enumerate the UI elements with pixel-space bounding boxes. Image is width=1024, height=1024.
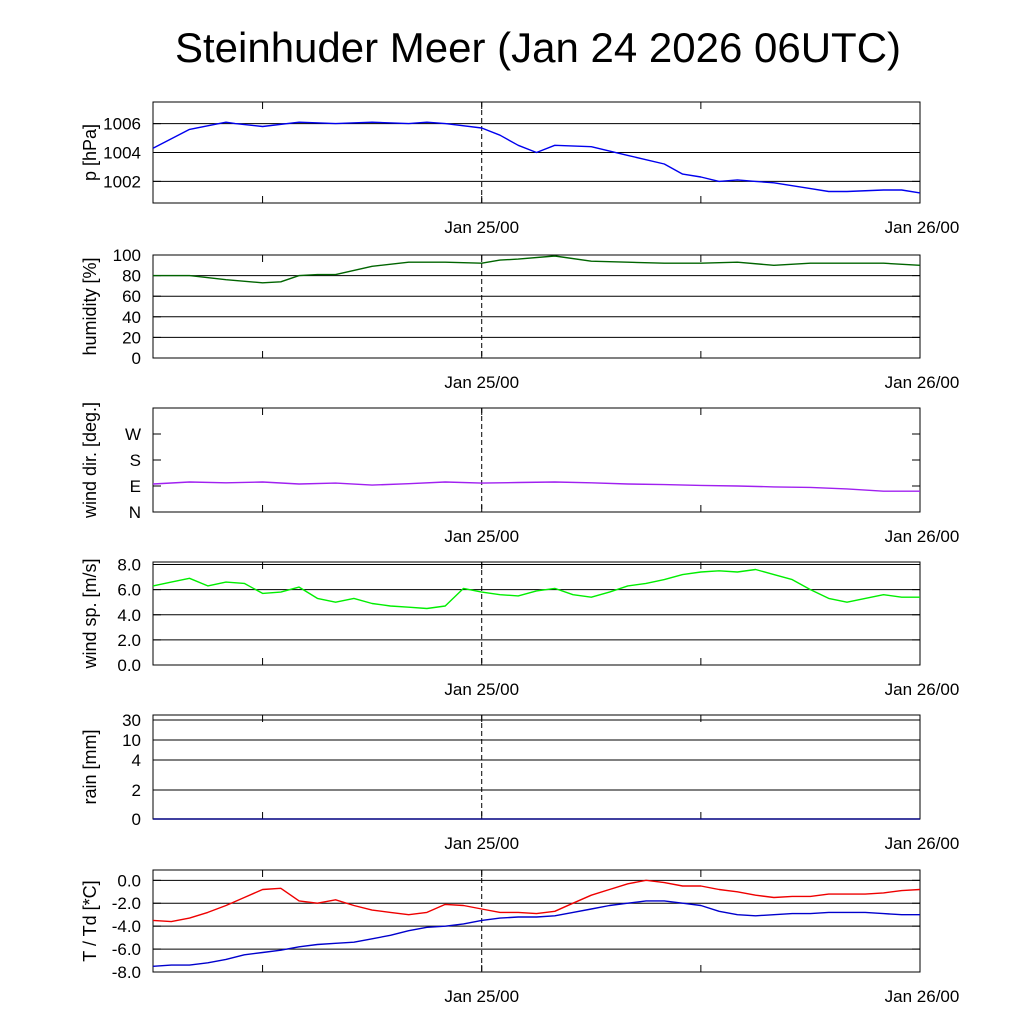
y-tick-label: 30 [122, 711, 141, 730]
panel-pressure: 1002 1004 1006 Jan 25/00 Jan 26/00 p [hPa] [80, 101, 960, 237]
y-tick-label: 2 [132, 781, 141, 800]
y-tick-label: 0.0 [117, 656, 141, 675]
x-tick-label: Jan 25/00 [444, 987, 519, 1006]
y-tick-label: E [130, 477, 141, 496]
x-tick-label: Jan 26/00 [885, 218, 960, 237]
y-axis-label: humidity [%] [80, 257, 100, 355]
x-tick-label: Jan 26/00 [885, 680, 960, 699]
series-line-temperature-1 [152, 900, 920, 967]
y-axis-label: p [hPa] [80, 124, 100, 181]
y-tick-label: -6.0 [112, 940, 141, 959]
y-tick-label: 0 [132, 349, 141, 368]
y-tick-label: 1006 [103, 115, 141, 134]
y-tick-label: 1004 [103, 144, 141, 163]
x-tick-label: Jan 25/00 [444, 373, 519, 392]
y-tick-label: -8.0 [112, 963, 141, 982]
y-tick-label: 6.0 [117, 581, 141, 600]
y-axis-label: T / Td [*C] [80, 880, 100, 961]
y-tick-label: 2.0 [117, 631, 141, 650]
y-axis-label: wind sp. [m/s] [80, 558, 100, 669]
x-tick-label: Jan 25/00 [444, 834, 519, 853]
y-tick-label: -4.0 [112, 917, 141, 936]
y-tick-label: 20 [122, 328, 141, 347]
y-tick-label: S [130, 451, 141, 470]
x-tick-label: Jan 25/00 [444, 218, 519, 237]
plot-frame [152, 407, 921, 513]
y-tick-label: 0.0 [117, 871, 141, 890]
y-tick-label: 10 [122, 731, 141, 750]
plot-frame [152, 714, 921, 820]
y-tick-label: 1002 [103, 172, 141, 191]
x-tick-label: Jan 26/00 [885, 987, 960, 1006]
y-tick-label: 100 [113, 246, 141, 265]
y-tick-label: 0 [132, 810, 141, 829]
x-tick-label: Jan 25/00 [444, 527, 519, 546]
y-tick-label: 40 [122, 308, 141, 327]
y-axis-label: wind dir. [deg.] [80, 402, 100, 519]
y-tick-label: 4.0 [117, 606, 141, 625]
series-line-wind-direction-0 [152, 481, 920, 492]
y-tick-label: -2.0 [112, 894, 141, 913]
series-line-wind-speed-0 [152, 568, 920, 610]
x-tick-label: Jan 25/00 [444, 680, 519, 699]
y-axis-label: rain [mm] [80, 729, 100, 804]
y-tick-label: 60 [122, 287, 141, 306]
x-tick-label: Jan 26/00 [885, 373, 960, 392]
y-tick-label: W [125, 425, 141, 444]
series-line-pressure-0 [152, 121, 921, 194]
y-tick-label: 8.0 [117, 556, 141, 575]
y-tick-label: 4 [132, 751, 141, 770]
plot-frame [152, 561, 921, 666]
plot-frame [152, 869, 921, 973]
panel-temperature: -8.0 -6.0 -4.0 -2.0 0.0 Jan 25/00 Jan 26/00 T /… [80, 869, 960, 1006]
x-tick-label: Jan 26/00 [885, 834, 960, 853]
y-tick-label: N [129, 503, 141, 522]
y-tick-label: 80 [122, 267, 141, 286]
x-tick-label: Jan 26/00 [885, 527, 960, 546]
chart-title: Steinhuder Meer (Jan 24 2026 06UTC) [174, 24, 902, 71]
series-line-humidity-0 [153, 255, 921, 284]
panel-wind-speed: 0.0 2.0 4.0 6.0 8.0 Jan 25/00 Jan 26/00 wind sp… [80, 556, 959, 699]
series-line-temperature-0 [152, 879, 921, 923]
plot-frame [152, 254, 921, 359]
